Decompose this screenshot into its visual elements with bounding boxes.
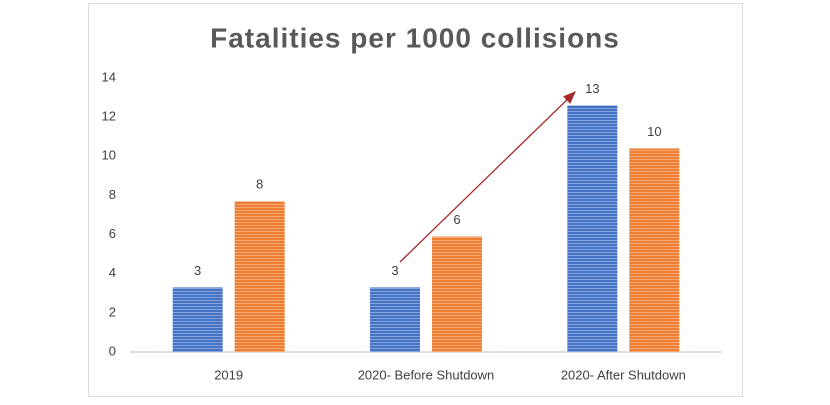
- value-label: 6: [453, 212, 460, 227]
- x-tick-label: 2020- Before Shutdown: [358, 367, 495, 382]
- trend-arrow: [399, 91, 576, 263]
- bar: [370, 287, 420, 352]
- y-tick-label: 2: [109, 304, 116, 319]
- y-tick-label: 10: [102, 148, 116, 163]
- y-tick-label: 6: [109, 226, 116, 241]
- value-label: 10: [647, 124, 661, 139]
- bar: [172, 287, 223, 352]
- y-tick-label: 8: [109, 187, 116, 202]
- value-label: 3: [391, 263, 398, 278]
- chart-title: Fatalities per 1000 collisions: [210, 22, 620, 53]
- x-tick-label: 2019: [214, 367, 243, 382]
- y-tick-label: 14: [102, 69, 116, 84]
- value-label: 13: [585, 81, 599, 96]
- value-label: 8: [256, 177, 263, 192]
- bar: [567, 105, 618, 353]
- y-tick-label: 0: [109, 343, 116, 358]
- x-tick-label: 2020- After Shutdown: [561, 367, 686, 382]
- bar: [432, 236, 482, 352]
- y-tick-label: 4: [109, 265, 116, 280]
- y-tick-label: 12: [102, 109, 116, 124]
- bar: [629, 148, 680, 352]
- bar: [234, 201, 285, 352]
- value-label: 3: [194, 263, 201, 278]
